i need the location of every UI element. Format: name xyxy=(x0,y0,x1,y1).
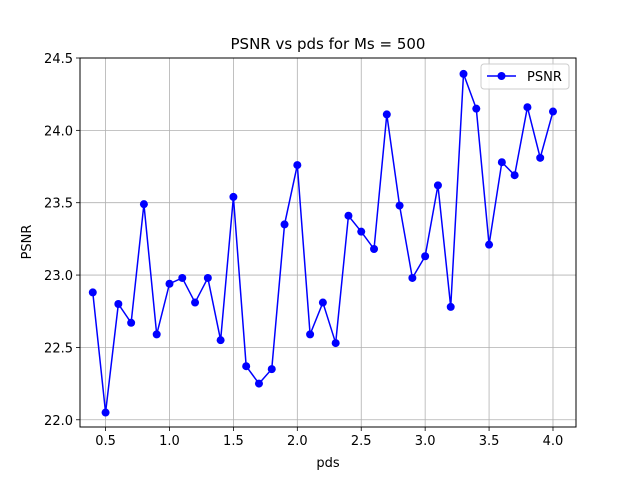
x-tick-label: 3.5 xyxy=(479,434,500,449)
grid-lines xyxy=(80,57,576,427)
y-tick-label: 23.0 xyxy=(44,269,73,284)
data-point xyxy=(485,240,494,249)
y-axis-ticks: 22.0 22.5 23.0 23.5 24.0 24.5 xyxy=(44,52,80,429)
data-point xyxy=(459,69,468,78)
data-point xyxy=(165,279,174,288)
data-point xyxy=(382,110,391,119)
x-tick-label: 2.0 xyxy=(287,434,308,449)
data-point xyxy=(421,252,430,261)
data-point xyxy=(178,273,187,282)
legend-box xyxy=(480,63,570,90)
data-point xyxy=(395,201,404,210)
series-line-psnr xyxy=(92,73,554,413)
x-axis-ticks: 0.5 1.0 1.5 2.0 2.5 3.0 3.5 4.0 xyxy=(95,427,563,449)
data-point xyxy=(293,161,302,170)
data-point xyxy=(472,104,481,113)
y-tick-label: 24.0 xyxy=(44,124,73,139)
data-point xyxy=(191,298,200,307)
x-tick-label: 1.0 xyxy=(159,434,180,449)
x-tick-label: 0.5 xyxy=(95,434,116,449)
x-tick-label: 2.5 xyxy=(351,434,372,449)
data-point xyxy=(306,330,315,339)
plot-area-frame xyxy=(79,57,577,428)
data-point xyxy=(152,330,161,339)
data-point xyxy=(318,298,327,307)
y-tick-label: 23.5 xyxy=(44,197,73,212)
chart-title: PSNR vs pds for Ms = 500 xyxy=(231,35,426,53)
x-tick-label: 3.0 xyxy=(415,434,436,449)
data-point xyxy=(280,220,289,229)
data-point xyxy=(114,300,123,308)
legend: PSNR xyxy=(480,63,570,90)
data-point xyxy=(510,171,519,180)
data-point xyxy=(229,192,238,201)
data-point xyxy=(139,200,148,209)
data-point xyxy=(357,227,366,236)
data-point xyxy=(242,362,251,371)
data-point xyxy=(101,408,110,417)
y-tick-label: 22.5 xyxy=(44,341,73,356)
data-point xyxy=(370,245,379,254)
data-point xyxy=(216,336,225,345)
data-point xyxy=(497,158,506,167)
data-point xyxy=(433,181,442,190)
y-tick-label: 22.0 xyxy=(44,414,73,429)
data-point xyxy=(536,153,545,162)
data-point xyxy=(331,339,340,348)
data-point xyxy=(127,318,136,327)
data-point xyxy=(203,273,212,282)
x-tick-label: 1.5 xyxy=(223,434,244,449)
data-point xyxy=(523,103,532,112)
data-point xyxy=(254,379,263,388)
series-layer xyxy=(88,69,557,417)
y-axis-label: PSNR xyxy=(20,225,35,260)
data-point xyxy=(88,288,97,297)
data-point xyxy=(548,107,557,116)
x-axis-label: pds xyxy=(316,456,340,471)
x-tick-label: 4.0 xyxy=(543,434,564,449)
data-point xyxy=(446,302,455,311)
y-tick-label: 24.5 xyxy=(44,52,73,67)
data-point xyxy=(267,365,276,374)
data-point xyxy=(344,211,353,220)
data-point xyxy=(408,273,417,282)
legend-label: PSNR xyxy=(527,70,562,85)
legend-marker-icon xyxy=(497,72,506,80)
